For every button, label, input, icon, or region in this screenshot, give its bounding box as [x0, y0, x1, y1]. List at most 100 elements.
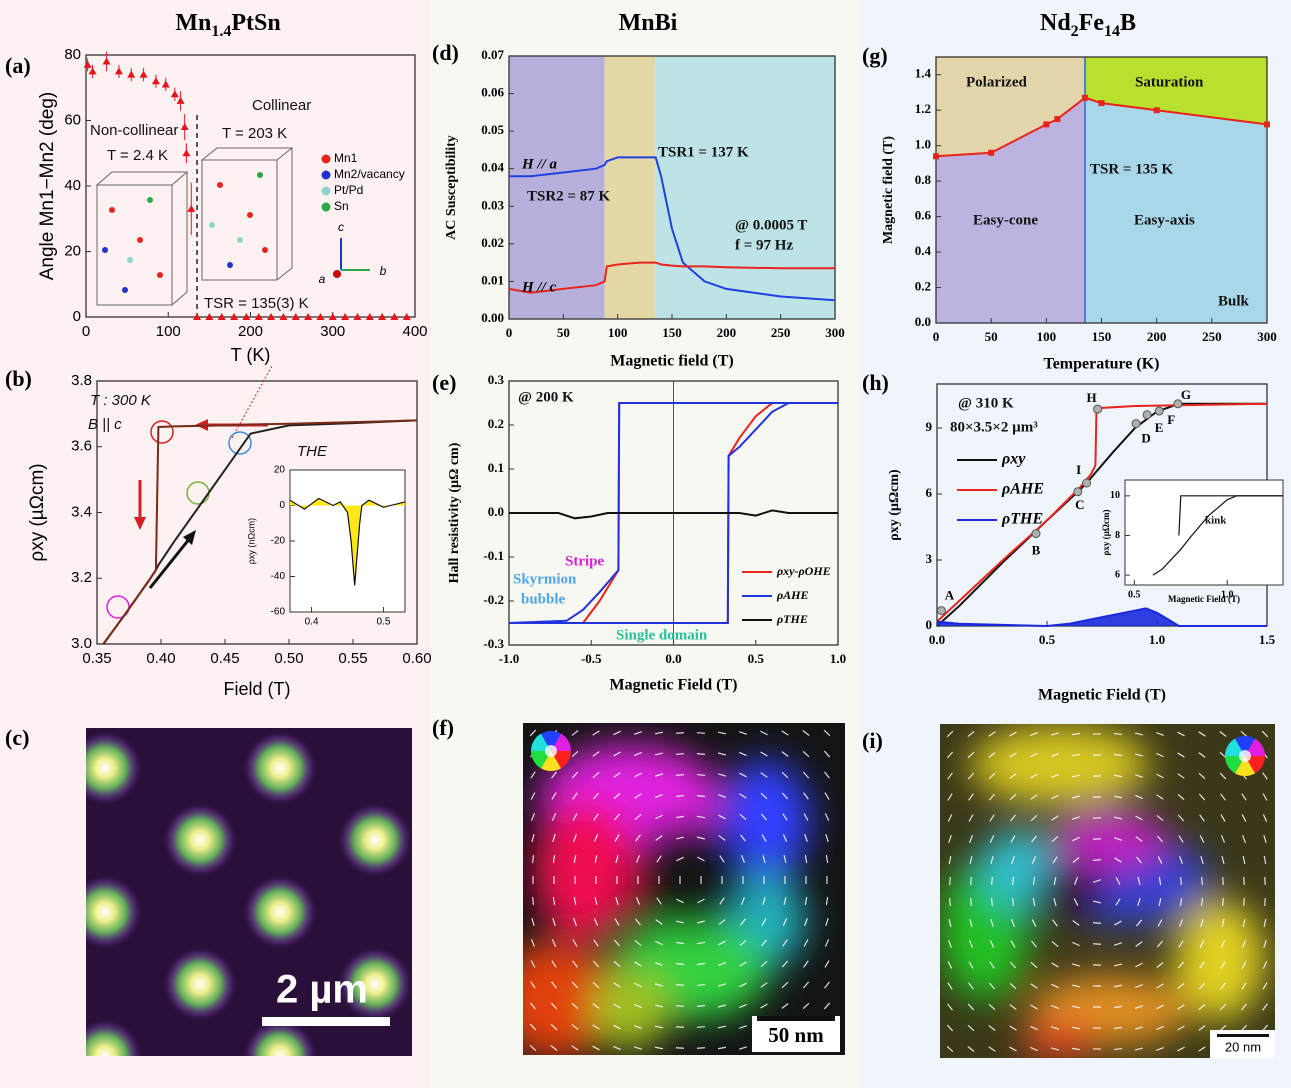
color-wheel — [545, 745, 557, 757]
x-axis-label: T (K) — [231, 345, 271, 365]
phase-region — [1085, 98, 1267, 323]
legend-label: ρTHE — [1001, 511, 1043, 528]
y-axis-label: Hall resistivity (µΩ cm) — [447, 442, 462, 583]
arrow — [697, 754, 705, 755]
legend-label: Mn1 — [334, 151, 358, 165]
annotation: f = 97 Hz — [735, 237, 793, 253]
annotation: TSR2 = 87 K — [527, 188, 610, 204]
panel-label: (b) — [5, 366, 32, 391]
marker — [1099, 100, 1105, 106]
annotation: Collinear — [252, 97, 311, 114]
inset-background — [290, 470, 405, 612]
point — [1094, 405, 1102, 413]
y-tick-label: 60 — [64, 111, 81, 128]
arrow — [697, 733, 705, 734]
micrograph — [940, 724, 1275, 1060]
arrow — [1013, 877, 1014, 885]
y-axis-label: ρxy (nΩcm) — [246, 518, 256, 564]
panel-label: (c) — [5, 725, 29, 750]
skyrmion-spot — [242, 874, 318, 950]
color-blob — [590, 970, 670, 1050]
y-tick-label: 20 — [64, 242, 81, 259]
arrow — [676, 1027, 684, 1028]
point-label: B — [1032, 543, 1041, 558]
annotation: T = 203 K — [222, 125, 287, 142]
y-tick-label: 1.4 — [915, 66, 932, 81]
skyrmion-spot — [162, 802, 238, 878]
x-tick-label: 250 — [1202, 329, 1222, 344]
x-tick-label: 50 — [557, 325, 570, 340]
y-axis-label: ρxy (µΩcm) — [1101, 510, 1111, 556]
annotation: Bulk — [1218, 293, 1250, 309]
y-tick-label: 0.04 — [481, 160, 504, 175]
y-tick-label: 0.6 — [915, 208, 932, 223]
x-tick-label: 100 — [156, 323, 181, 340]
legend-label: ρAHE — [776, 588, 809, 602]
x-tick-label: 200 — [717, 325, 737, 340]
x-tick-label: 0.5 — [748, 651, 765, 666]
panel-label: (g) — [862, 43, 888, 68]
x-tick-label: -1.0 — [499, 651, 520, 666]
legend-label: ρAHE — [1001, 481, 1044, 498]
y-tick-label: 0 — [73, 308, 81, 325]
y-tick-label: 0.07 — [481, 47, 504, 62]
annotation: Easy-axis — [1134, 212, 1195, 228]
skyrmion-spot — [162, 946, 238, 1022]
arrow — [1093, 860, 1101, 861]
legend-label: ρxy — [1001, 451, 1026, 468]
scale-bar — [1217, 1034, 1269, 1037]
arrow — [697, 985, 705, 986]
x-tick-label: 0.40 — [146, 650, 175, 667]
x-axis-label: Magnetic field (T) — [610, 353, 734, 370]
x-tick-label: 200 — [1147, 329, 1167, 344]
point-label: E — [1155, 420, 1164, 435]
annotation: Skyrmion — [513, 571, 577, 587]
x-tick-label: 0.5 — [1039, 632, 1056, 647]
arrow — [697, 1027, 705, 1028]
skyrmion-spot — [337, 802, 413, 878]
marker — [988, 150, 994, 156]
x-tick-label: 50 — [985, 329, 998, 344]
color-blob — [970, 725, 1150, 805]
legend-label: Pt/Pd — [334, 183, 363, 197]
x-axis-label: Temperature (K) — [1044, 356, 1160, 373]
region — [656, 56, 835, 319]
marker — [1043, 121, 1049, 127]
y-tick-label: 0 — [279, 500, 285, 511]
x-tick-label: 1.0 — [1149, 632, 1165, 647]
y-tick-label: 3.4 — [71, 503, 92, 520]
color-blob — [1020, 1020, 1100, 1060]
x-axis-label: Magnetic Field (T) — [1168, 594, 1240, 604]
legend-swatch — [322, 171, 331, 180]
y-tick-label: 0.2 — [915, 279, 931, 294]
annotation: Easy-cone — [973, 212, 1038, 228]
x-tick-label: 0.45 — [210, 650, 239, 667]
arrow — [697, 775, 705, 776]
arrow — [971, 898, 972, 906]
arrow — [676, 733, 684, 734]
y-axis-label: Angle Mn1−Mn2 (deg) — [37, 92, 58, 281]
point-label: I — [1076, 462, 1081, 477]
x-axis-label: Magnetic Field (T) — [1038, 687, 1166, 704]
page: { "columns":["Mn1.4PtSn","MnBi","Nd2Fe14… — [0, 0, 1291, 1088]
y-axis-label: Magnetic field (T) — [881, 136, 896, 244]
y-tick-label: 0.0 — [488, 504, 504, 519]
scale-bar-label: 20 nm — [1225, 1039, 1261, 1054]
x-tick-label: 0.55 — [338, 650, 367, 667]
arrow — [1093, 923, 1101, 924]
annotation: @ 0.0005 T — [735, 217, 807, 233]
column-title: MnBi — [619, 10, 678, 36]
legend-label: Mn2/vacancy — [334, 167, 405, 181]
arrow — [676, 985, 684, 986]
scale-bar-label: 2 µm — [276, 968, 368, 1012]
legend-swatch — [322, 155, 331, 164]
color-blob — [630, 820, 750, 930]
y-tick-label: 3.8 — [71, 372, 92, 389]
y-tick-label: 40 — [64, 177, 81, 194]
y-tick-label: -0.3 — [483, 636, 504, 651]
panel-label: (h) — [862, 370, 889, 395]
point-label: A — [945, 588, 955, 603]
color-wheel — [1239, 750, 1251, 762]
x-tick-label: 0.50 — [274, 650, 303, 667]
x-tick-label: 200 — [238, 323, 263, 340]
